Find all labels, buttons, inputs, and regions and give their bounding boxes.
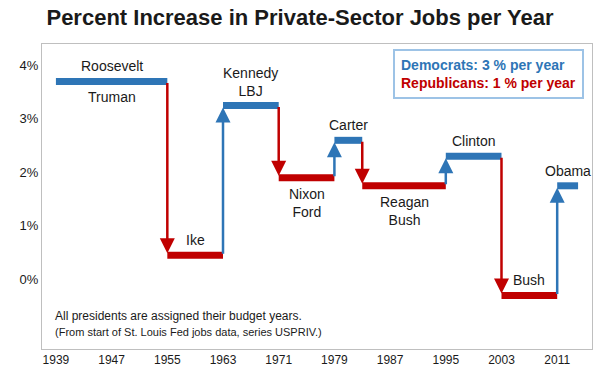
svg-text:1939: 1939 [43, 353, 70, 367]
svg-text:1%: 1% [20, 218, 39, 233]
svg-text:1955: 1955 [154, 353, 181, 367]
svg-text:2%: 2% [20, 165, 39, 180]
svg-text:Obama: Obama [545, 163, 591, 179]
svg-text:4%: 4% [20, 58, 39, 73]
svg-text:All presidents are assigned th: All presidents are assigned their budget… [55, 309, 322, 338]
svg-text:1947: 1947 [98, 353, 125, 367]
svg-text:1963: 1963 [210, 353, 237, 367]
svg-text:Clinton: Clinton [452, 133, 496, 149]
svg-text:ReaganBush: ReaganBush [380, 194, 429, 228]
svg-text:NixonFord: NixonFord [289, 186, 325, 220]
svg-text:Truman: Truman [88, 89, 136, 105]
svg-text:KennedyLBJ: KennedyLBJ [223, 65, 278, 99]
svg-text:Percent Increase in Private-Se: Percent Increase in Private-Sector Jobs … [46, 5, 554, 30]
svg-text:Roosevelt: Roosevelt [81, 58, 143, 74]
svg-text:1995: 1995 [432, 353, 459, 367]
svg-text:Democrats: 3 % per yearRepubli: Democrats: 3 % per yearRepublicans: 1 % … [401, 57, 576, 91]
svg-text:1971: 1971 [265, 353, 292, 367]
svg-text:0%: 0% [20, 272, 39, 287]
svg-text:1987: 1987 [377, 353, 404, 367]
svg-text:2003: 2003 [488, 353, 515, 367]
svg-text:Ike: Ike [186, 232, 205, 248]
svg-text:3%: 3% [20, 111, 39, 126]
svg-text:1979: 1979 [321, 353, 348, 367]
svg-text:Carter: Carter [329, 117, 368, 133]
svg-text:Bush: Bush [513, 272, 545, 288]
svg-text:2011: 2011 [544, 353, 570, 367]
